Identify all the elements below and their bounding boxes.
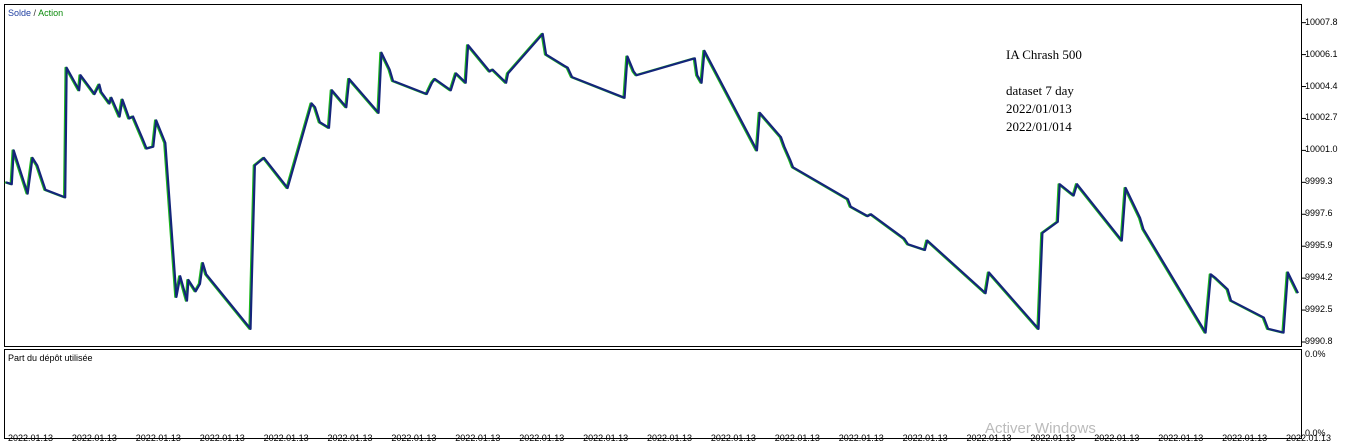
subpanel-label: Part du dépôt utilisée: [8, 353, 93, 363]
x-tick-label: 2022.01.13: [1158, 433, 1204, 443]
x-tick-label: 2022.01.13: [583, 433, 629, 443]
solde-series-line: [5, 32, 1299, 334]
x-tick-label: 2022.01.13: [199, 433, 245, 443]
x-tick-label: 2022.01.13: [838, 433, 884, 443]
y-tick-label: 10002.7: [1305, 112, 1338, 123]
equity-chart-panel: [4, 4, 1302, 347]
x-tick-label: 2022.01.13: [966, 433, 1012, 443]
x-tick-label: 2022.01.13: [1094, 433, 1140, 443]
annotation-dataset: dataset 7 day: [1006, 83, 1074, 98]
legend-action: Action: [38, 8, 64, 18]
x-tick-label: 2022.01.13: [902, 433, 948, 443]
y-tick-label: 10001.0: [1305, 144, 1338, 155]
x-tick-label: 2022.01.13: [327, 433, 373, 443]
x-tick-label: 2022.01.13: [71, 433, 117, 443]
annotation-date-2: 2022/01/014: [1006, 119, 1072, 134]
windows-watermark: Activer Windows: [985, 420, 1096, 437]
subpanel-y-tick-label: 0.0%: [1305, 428, 1326, 438]
y-tick-label: 10007.8: [1305, 16, 1338, 27]
annotation-date-1: 2022/01/013: [1006, 101, 1072, 116]
y-tick-label: 9997.6: [1305, 208, 1333, 219]
annotation-title: IA Chrash 500: [1006, 47, 1082, 62]
y-tick-label: 10004.4: [1305, 80, 1338, 91]
y-tick-label: 9999.3: [1305, 176, 1333, 187]
x-tick-label: 2022.01.13: [1222, 433, 1268, 443]
deposit-usage-panel: [4, 349, 1302, 439]
x-tick-label: 2022.01.13: [263, 433, 309, 443]
x-tick-label: 2022.01.13: [135, 433, 181, 443]
x-tick-label: 2022.01.13: [8, 433, 54, 443]
x-tick-label: 2022.01.13: [1286, 433, 1332, 443]
x-tick-label: 2022.01.13: [455, 433, 501, 443]
x-tick-label: 2022.01.13: [647, 433, 693, 443]
y-tick-label: 9990.8: [1305, 336, 1333, 346]
x-tick-label: 2022.01.13: [519, 433, 565, 443]
chart-legend: Solde / Action: [8, 8, 63, 18]
x-tick-label: 2022.01.13: [774, 433, 820, 443]
y-tick-label: 9992.5: [1305, 304, 1333, 315]
legend-separator: /: [33, 8, 37, 18]
y-tick-label: 10006.1: [1305, 48, 1338, 59]
y-tick-label: 9994.2: [1305, 272, 1333, 283]
x-tick-label: 2022.01.13: [710, 433, 756, 443]
subpanel-y-tick-label: 0.0%: [1305, 349, 1326, 359]
x-tick-label: 2022.01.13: [1030, 433, 1076, 443]
y-tick-label: 9995.9: [1305, 240, 1333, 251]
x-tick-label: 2022.01.13: [391, 433, 437, 443]
legend-solde: Solde: [8, 8, 32, 18]
